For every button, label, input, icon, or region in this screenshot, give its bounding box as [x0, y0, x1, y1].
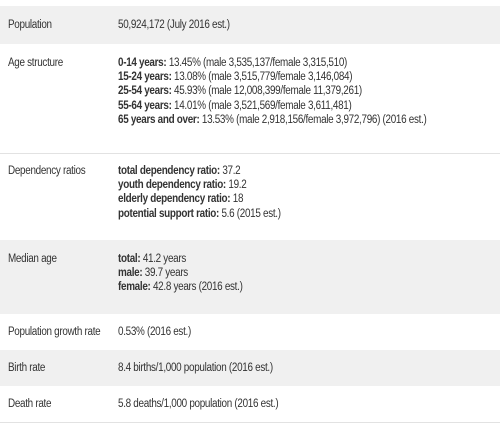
row-birth-rate: Birth rate 8.4 births/1,000 population (… — [0, 350, 500, 386]
list-item: 15-24 years: 13.08% (male 3,515,779/fema… — [118, 71, 353, 84]
list-item: total dependency ratio: 37.2 — [118, 165, 241, 177]
row-population-growth-rate: Population growth rate 0.53% (2016 est.) — [0, 314, 500, 350]
row-death-rate: Death rate 5.8 deaths/1,000 population (… — [0, 386, 500, 422]
divider — [0, 153, 500, 154]
row-value: 50,924,172 (July 2016 est.) — [118, 19, 230, 31]
row-value: 8.4 births/1,000 population (2016 est.) — [118, 362, 273, 374]
list-item: 55-64 years: 14.01% (male 3,521,569/fema… — [118, 99, 352, 112]
row-label: Age structure — [8, 57, 63, 69]
row-age-structure: Age structure 0-14 years: 13.45% (male 3… — [0, 44, 500, 153]
list-item: elderly dependency ratio: 18 — [118, 193, 244, 206]
row-label: Median age — [8, 253, 57, 265]
row-median-age: Median age total: 41.2 years male: 39.7 … — [0, 240, 500, 314]
row-dependency-ratios: Dependency ratios total dependency ratio… — [0, 154, 500, 240]
list-item: total: 41.2 years — [118, 253, 186, 265]
row-label: Population growth rate — [8, 326, 101, 338]
list-item: 0-14 years: 13.45% (male 3,535,137/femal… — [118, 57, 348, 69]
list-item: male: 39.7 years — [118, 267, 188, 280]
row-label: Birth rate — [8, 362, 46, 374]
divider — [0, 422, 500, 423]
row-population: Population 50,924,172 (July 2016 est.) — [0, 6, 500, 44]
row-value: total dependency ratio: 37.2 youth depen… — [118, 164, 281, 221]
list-item: youth dependency ratio: 19.2 — [118, 179, 247, 192]
row-value: 0-14 years: 13.45% (male 3,535,137/femal… — [118, 56, 427, 127]
list-item: potential support ratio: 5.6 (2015 est.) — [118, 207, 281, 220]
row-label: Population — [8, 19, 52, 31]
row-value: total: 41.2 years male: 39.7 years femal… — [118, 252, 243, 295]
list-item: 65 years and over: 13.53% (male 2,918,15… — [118, 113, 427, 126]
row-label: Dependency ratios — [8, 165, 86, 177]
list-item: female: 42.8 years (2016 est.) — [118, 281, 243, 294]
row-label: Death rate — [8, 398, 52, 410]
row-value: 5.8 deaths/1,000 population (2016 est.) — [118, 398, 279, 410]
row-value: 0.53% (2016 est.) — [118, 326, 191, 338]
list-item: 25-54 years: 45.93% (male 12,008,399/fem… — [118, 85, 362, 98]
